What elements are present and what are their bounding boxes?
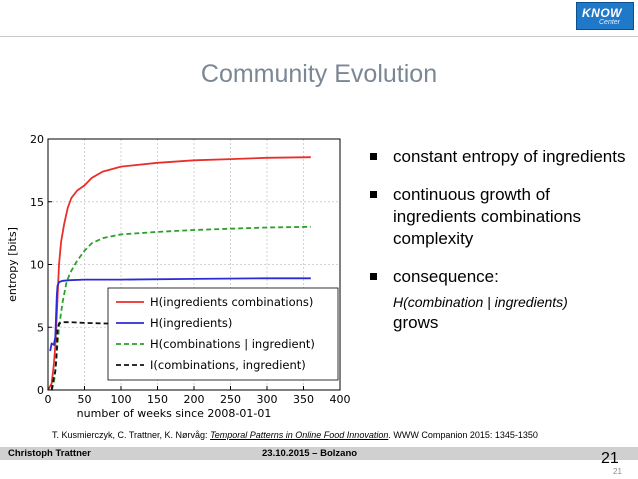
logo-subtext: Center (599, 19, 621, 26)
logo-text: KNOW (582, 6, 622, 20)
bullet-item: constant entropy of ingredients (366, 146, 632, 168)
series-line-0 (47, 156, 311, 391)
citation-title-link[interactable]: Temporal Patterns in Online Food Innovat… (210, 430, 389, 440)
x-tick-label: 0 (45, 393, 52, 406)
x-tick-label: 150 (147, 393, 168, 406)
plot-frame (47, 138, 341, 391)
citation-venue: . WWW Companion 2015: 1345-1350 (388, 430, 538, 440)
page-number-small: 21 (613, 467, 622, 476)
y-tick-label: 0 (37, 384, 44, 397)
y-tick-label: 15 (30, 196, 44, 209)
legend-label-3: I(combinations, ingredient) (150, 358, 306, 372)
legend-label-1: H(ingredients) (150, 316, 232, 330)
bullet-text: constant entropy of ingredients (393, 147, 626, 166)
footer-bar: Christoph Trattner 23.10.2015 – Bolzano (0, 447, 638, 460)
y-tick-label: 5 (37, 321, 44, 334)
bullet-item: consequence: H(combination | ingredients… (366, 266, 632, 334)
x-tick-label: 350 (293, 393, 314, 406)
citation-authors: T. Kusmierczyk, C. Trattner, K. Nørvåg: (52, 430, 208, 440)
slide-title: Community Evolution (200, 60, 438, 88)
x-tick-label: 200 (184, 393, 205, 406)
legend-label-2: H(combinations | ingredient) (150, 337, 315, 351)
series-line-1 (49, 277, 311, 352)
legend-label-0: H(ingredients combinations) (150, 295, 313, 309)
x-tick-label: 400 (330, 393, 351, 406)
legend-box (107, 287, 339, 381)
x-tick-label: 50 (78, 393, 92, 406)
bullet-list: constant entropy of ingredients continuo… (366, 146, 632, 350)
footer-author: Christoph Trattner (8, 448, 91, 459)
y-tick-label: 20 (30, 133, 44, 146)
x-axis-label: number of weeks since 2008-01-01 (77, 407, 272, 420)
entropy-line-chart: 0 50 100 150 200 250 300 350 400 0 5 10 15 20 number o… (6, 133, 351, 420)
bullet-text: consequence: (393, 267, 499, 286)
x-tick-label: 250 (220, 393, 241, 406)
know-center-logo: KNOW Center (576, 2, 634, 30)
x-tick-label: 100 (111, 393, 132, 406)
footer-date: 23.10.2015 – Bolzano (262, 448, 358, 459)
y-tick-label: 10 (30, 259, 44, 272)
page-number: 21 (601, 450, 619, 467)
bullet-item: continuous growth of ingredients combina… (366, 184, 632, 250)
citation: T. Kusmierczyk, C. Trattner, K. Nørvåg: … (52, 430, 538, 440)
x-tick-label: 300 (257, 393, 278, 406)
header-divider (0, 36, 638, 37)
bullet-text-after: grows (393, 313, 439, 332)
y-axis-label: entropy [bits] (6, 227, 19, 302)
bullet-formula: H(combination | ingredients) (393, 294, 568, 310)
bullet-text: continuous growth of ingredients combina… (393, 185, 582, 248)
series-line-3 (50, 321, 121, 391)
